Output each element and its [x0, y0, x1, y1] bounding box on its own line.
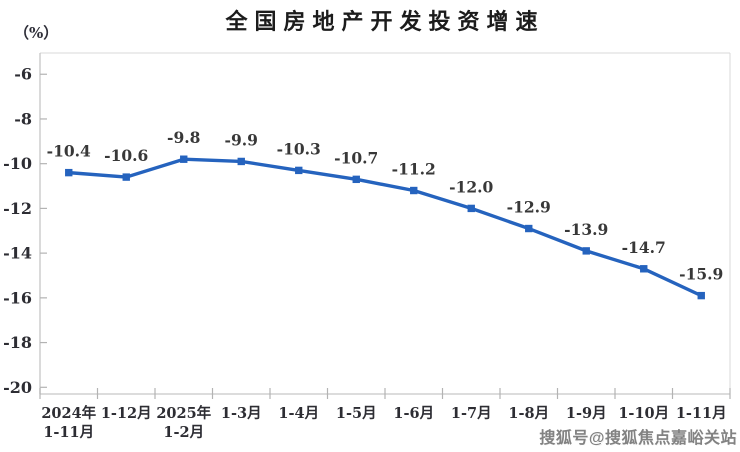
data-point-label: -10.6 — [104, 146, 148, 165]
data-point-label: -13.9 — [564, 220, 608, 239]
x-axis-label: 1-8月 — [508, 405, 549, 422]
data-point-label: -10.3 — [277, 139, 321, 158]
data-point-marker — [180, 155, 188, 163]
data-point-label: -15.9 — [679, 265, 723, 284]
y-axis-unit-label: （%） — [14, 24, 59, 42]
data-point-label: -12.0 — [449, 177, 493, 196]
x-axis-label: 2025年 — [156, 404, 211, 422]
watermark-text: 搜狐号@搜狐焦点嘉峪关站 — [539, 430, 737, 447]
x-axis-label: 2024年 — [41, 404, 96, 422]
data-point-label: -12.9 — [507, 198, 551, 217]
y-axis-tick-label: -16 — [3, 288, 32, 307]
data-point-label: -9.8 — [167, 128, 200, 147]
data-point-marker — [237, 157, 245, 166]
data-point-marker — [697, 291, 705, 300]
data-point-marker — [410, 186, 418, 195]
x-axis-label: 1-5月 — [336, 405, 377, 422]
data-point-marker — [525, 224, 533, 233]
y-axis-tick-label: -6 — [14, 65, 32, 84]
x-axis-label: 1-10月 — [618, 405, 669, 422]
x-axis-label: 1-11月 — [43, 424, 94, 441]
data-point-marker — [295, 166, 303, 175]
y-axis-tick-label: -8 — [14, 109, 32, 128]
data-point-marker — [640, 265, 648, 273]
y-axis-tick-label: -10 — [3, 154, 32, 173]
data-point-label: -10.7 — [334, 148, 378, 167]
x-axis-label: 1-2月 — [163, 424, 204, 441]
data-point-marker — [582, 247, 590, 255]
y-axis-tick-label: -20 — [3, 378, 32, 397]
data-point-marker — [122, 173, 130, 181]
x-axis-label: 1-7月 — [451, 405, 492, 422]
data-point-marker — [467, 204, 475, 213]
y-axis-tick-label: -18 — [3, 333, 32, 352]
data-point-label: -10.4 — [47, 142, 91, 161]
x-axis-label: 1-9月 — [566, 405, 607, 422]
data-point-label: -11.2 — [392, 160, 436, 179]
x-axis-label: 1-3月 — [221, 405, 262, 422]
x-axis-label: 1-6月 — [393, 405, 434, 422]
trend-line — [67, 157, 703, 298]
data-point-marker — [352, 175, 360, 184]
y-axis-tick-label: -14 — [3, 244, 32, 263]
y-axis-tick-label: -12 — [3, 199, 32, 218]
data-point-label: -14.7 — [622, 238, 666, 257]
x-axis-label: 1-11月 — [676, 405, 727, 422]
data-point-marker — [65, 168, 73, 177]
chart-title: 全国房地产开发投资增速 — [225, 9, 545, 34]
x-axis-label: 1-4月 — [278, 405, 319, 422]
x-axis-label: 1-12月 — [101, 405, 152, 422]
data-point-label: -9.9 — [225, 130, 258, 149]
